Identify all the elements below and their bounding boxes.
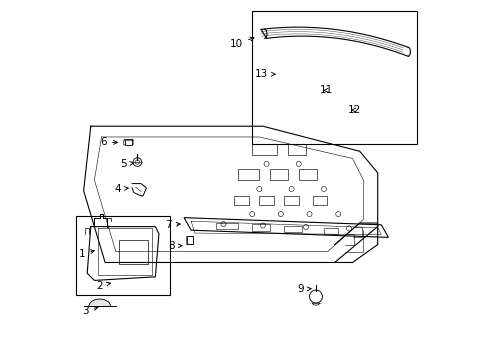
Text: 3: 3: [82, 306, 98, 316]
Text: 12: 12: [348, 105, 362, 115]
Text: 6: 6: [100, 138, 118, 147]
Text: 1: 1: [79, 248, 94, 258]
Text: 13: 13: [255, 69, 275, 79]
Text: 9: 9: [297, 284, 311, 294]
Bar: [285, 196, 299, 205]
Text: 8: 8: [169, 241, 182, 251]
Bar: [252, 12, 417, 144]
Bar: [313, 196, 327, 205]
Bar: [125, 139, 132, 145]
Bar: [216, 223, 238, 229]
Text: 10: 10: [230, 37, 254, 49]
Bar: [259, 196, 274, 205]
Bar: [324, 228, 338, 234]
Text: 2: 2: [97, 281, 110, 291]
Text: 11: 11: [319, 85, 333, 95]
Polygon shape: [89, 299, 111, 306]
Bar: [76, 216, 170, 295]
Bar: [238, 169, 259, 180]
Text: 5: 5: [120, 159, 134, 169]
Bar: [252, 144, 277, 155]
Bar: [270, 169, 288, 180]
Bar: [288, 144, 306, 155]
Bar: [285, 226, 302, 232]
Bar: [252, 225, 270, 231]
Bar: [120, 240, 148, 264]
Bar: [299, 169, 317, 180]
Bar: [187, 236, 194, 244]
Text: 4: 4: [115, 184, 128, 194]
Text: 7: 7: [165, 220, 180, 230]
Bar: [234, 196, 248, 205]
